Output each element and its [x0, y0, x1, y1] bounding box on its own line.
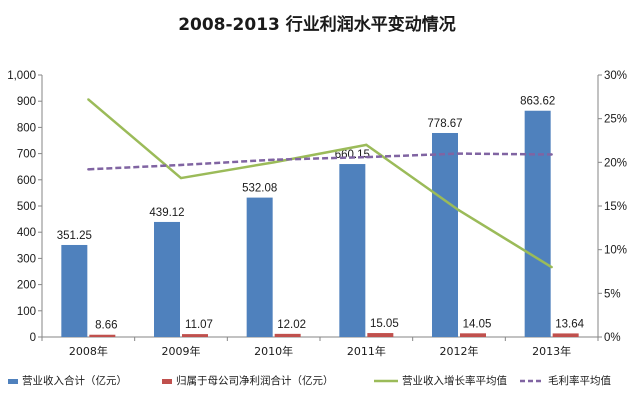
x-tick-label: 2013年	[532, 344, 571, 358]
bar-revenue	[154, 221, 180, 337]
line-point	[87, 98, 90, 101]
legend-swatch	[162, 379, 172, 384]
line-point	[272, 161, 275, 164]
data-label: 439.12	[149, 207, 184, 219]
data-label: 15.05	[370, 318, 399, 330]
y-left-tick-label: 1,000	[7, 70, 36, 82]
bar-revenue	[432, 132, 458, 337]
bar-net-profit	[367, 333, 394, 337]
y-left-tick-label: 300	[17, 253, 36, 265]
x-tick-label: 2008年	[69, 344, 108, 358]
data-label: 863.62	[520, 96, 555, 108]
y-left-tick-label: 400	[17, 227, 36, 239]
line-point	[179, 176, 183, 180]
bar-net-profit	[274, 333, 301, 337]
bar-revenue	[61, 244, 88, 337]
x-tick-label: 2011年	[347, 344, 386, 358]
y-right-tick-label: 30%	[604, 70, 627, 82]
y-left-tick-label: 0	[30, 332, 36, 344]
data-label: 13.64	[555, 318, 584, 330]
data-label: 778.67	[427, 118, 462, 130]
data-label: 11.07	[185, 319, 213, 331]
chart-title: 2008-2013 行业利润水平变动情况	[178, 14, 456, 35]
line-point	[550, 153, 553, 156]
line-point	[272, 158, 275, 161]
y-right-tick-label: 10%	[604, 245, 627, 257]
y-left-tick-label: 500	[17, 201, 36, 213]
line-point	[457, 209, 461, 212]
line-point	[457, 152, 461, 155]
x-tick-label: 2010年	[254, 344, 293, 358]
x-tick-label: 2009年	[162, 344, 201, 358]
legend-label: 营业收入增长率平均值	[402, 374, 507, 387]
y-right-tick-label: 0%	[604, 332, 621, 344]
y-left-tick-label: 100	[17, 306, 36, 318]
y-left-tick-label: 700	[17, 149, 36, 161]
line-point	[550, 265, 553, 269]
x-tick-label: 2012年	[440, 344, 479, 358]
y-left-tick-label: 900	[17, 96, 36, 108]
bar-net-profit	[182, 334, 208, 337]
bar-revenue	[246, 197, 273, 337]
line-gross-margin	[88, 152, 552, 171]
line-point	[365, 155, 368, 159]
line-point	[179, 163, 183, 167]
data-label: 532.08	[242, 183, 277, 195]
bar-net-profit	[552, 333, 579, 337]
y-left-tick-label: 800	[17, 122, 36, 134]
y-right-tick-label: 5%	[604, 288, 621, 300]
y-right-tick-label: 25%	[604, 114, 627, 126]
bar-net-profit	[89, 334, 116, 337]
data-label: 14.05	[463, 318, 492, 330]
line-point	[365, 143, 368, 147]
legend-label: 营业收入合计（亿元）	[22, 374, 127, 387]
bar-revenue	[524, 110, 551, 337]
y-right-tick-label: 20%	[604, 157, 627, 169]
y-right-tick-label: 15%	[604, 201, 627, 213]
legend-swatch	[8, 379, 18, 384]
data-label: 351.25	[57, 230, 92, 242]
y-left-tick-label: 600	[17, 175, 36, 187]
y-left-tick-label: 200	[17, 280, 36, 292]
bar-net-profit	[460, 333, 486, 337]
line-point	[87, 168, 90, 171]
legend-label: 毛利率平均值	[548, 374, 611, 387]
legend-label: 归属于母公司净利润合计（亿元）	[176, 374, 334, 387]
data-label: 8.66	[95, 320, 117, 332]
bar-revenue	[339, 164, 366, 337]
data-label: 12.02	[277, 319, 306, 331]
